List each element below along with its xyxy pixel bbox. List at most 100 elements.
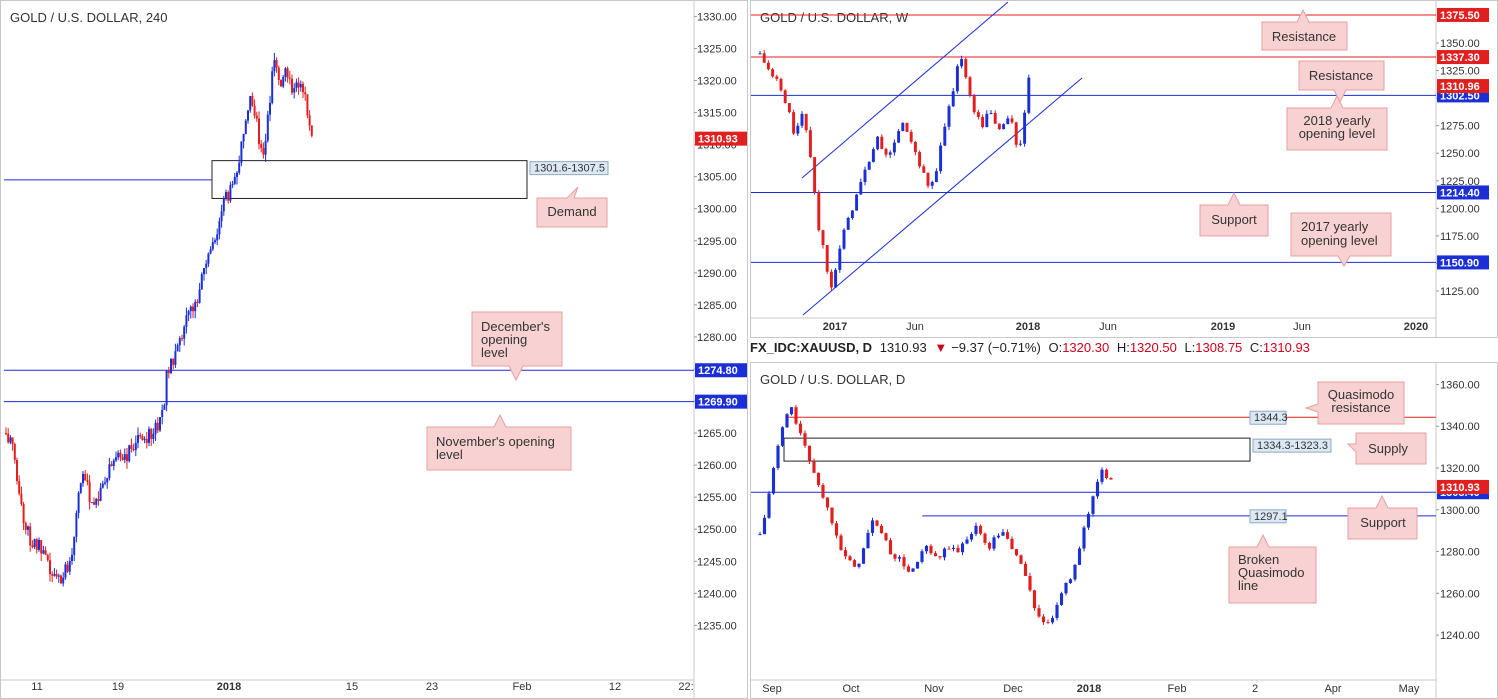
- h4-frame: [0, 0, 748, 699]
- candle-body: [1019, 555, 1023, 564]
- candle-body: [123, 454, 126, 460]
- candle-body: [843, 550, 848, 557]
- daily-y-ticks: 1240.00 1260.00 1280.00 1300.00 1320.00 1340.…: [1436, 379, 1480, 642]
- candle-body: [148, 429, 150, 443]
- candle-body: [159, 417, 161, 431]
- price-tag-box: [1437, 7, 1489, 22]
- weekly-chart[interactable]: GOLD / U.S. DOLLAR, W 1125.001150.001175…: [750, 0, 1498, 338]
- candle-body: [983, 533, 987, 543]
- candle-body: [260, 144, 263, 148]
- candle-body: [884, 533, 888, 541]
- resistance-top-text: Resistance: [1272, 29, 1336, 44]
- candle-body: [181, 338, 183, 340]
- zone-label-box: [529, 161, 609, 176]
- h4-chart[interactable]: GOLD / U.S. DOLLAR, 240 1235.00 1240.00 12…: [0, 0, 748, 699]
- x-tick-label: 2018: [1016, 321, 1040, 333]
- yearly-2018-line2: opening level: [1299, 126, 1376, 141]
- candle-body: [145, 438, 148, 443]
- candle-body: [156, 422, 159, 431]
- y-tick-label: 1280.00: [697, 332, 737, 344]
- yearly-2017-line2: opening level: [1301, 233, 1378, 248]
- candle-body: [1059, 593, 1064, 605]
- x-tick-label: 11: [31, 681, 42, 693]
- price-tag-text: 1310.93: [698, 134, 738, 146]
- candle-body: [75, 512, 78, 537]
- x-tick-label: Feb: [513, 681, 532, 693]
- candle-body: [304, 92, 307, 95]
- candle-body: [277, 67, 280, 81]
- candle-body: [205, 263, 208, 268]
- candle-body: [198, 289, 201, 303]
- candle-body: [5, 433, 7, 435]
- y-tick-label: 1315.00: [697, 108, 737, 120]
- candle-body: [288, 77, 291, 79]
- candle-body: [183, 326, 186, 339]
- daily-supply-zone: 1334.3-1323.3: [783, 437, 1332, 462]
- candle-body: [42, 550, 45, 554]
- x-tick-label: 2018: [1077, 683, 1101, 695]
- candle-body: [906, 566, 911, 572]
- candle-body: [152, 433, 155, 440]
- candle-body: [829, 271, 833, 288]
- candle-body: [121, 457, 124, 460]
- candle-body: [1005, 532, 1010, 539]
- candle-body: [902, 557, 906, 567]
- candle-body: [1082, 527, 1086, 549]
- candle-body: [244, 120, 247, 134]
- zone-label-text: 1334.3-1323.3: [1257, 440, 1328, 452]
- candle-body: [951, 547, 956, 550]
- yearly-2017-note: 2017 yearly opening level: [1290, 212, 1392, 267]
- candle-body: [31, 545, 34, 547]
- x-tick-label: 2: [1252, 683, 1258, 695]
- candle-body: [200, 274, 203, 290]
- qm-resistance-line2: resistance: [1331, 400, 1390, 415]
- y-tick-label: 1330.00: [697, 11, 737, 23]
- candle-body: [106, 478, 109, 483]
- candle-body: [808, 130, 812, 158]
- candle-body: [24, 523, 27, 530]
- candle-body: [915, 561, 920, 569]
- candle-body: [780, 427, 785, 446]
- candle-body: [176, 345, 179, 352]
- support-daily-text: Support: [1360, 515, 1406, 530]
- candle-body: [112, 460, 115, 466]
- candle-body: [1073, 564, 1077, 580]
- candle-body: [933, 553, 938, 557]
- candle-body: [789, 407, 794, 415]
- price-tag-box: [1437, 479, 1489, 494]
- y-tick-label: 1325.00: [697, 43, 737, 55]
- x-tick-label: Jun: [906, 321, 924, 333]
- candle-body: [170, 358, 172, 374]
- y-tick-label: 1200.00: [1440, 203, 1480, 215]
- daily-x-ticks: Sep Oct Nov Dec 2018 Feb 2 Apr May: [762, 683, 1420, 695]
- h4-x-ticks: 11 19 2018 15 23 Feb 12 22:: [31, 681, 693, 693]
- candle-body: [943, 126, 947, 146]
- candle-body: [1086, 513, 1091, 528]
- price-tag-box: [695, 394, 747, 409]
- support-weekly-note: Support: [1199, 191, 1269, 237]
- candle-body: [909, 131, 913, 142]
- candle-body: [956, 547, 960, 553]
- candle-body: [816, 472, 821, 486]
- candle-body: [779, 78, 783, 91]
- price-tag-text: 1310.96: [1440, 81, 1480, 93]
- price-tag-text: 1214.40: [1440, 187, 1480, 199]
- down-arrow-icon: ▼: [934, 340, 948, 355]
- candle-body: [218, 221, 221, 235]
- daily-chart[interactable]: GOLD / U.S. DOLLAR, D 1240.00 1260.00 1280…: [750, 362, 1498, 699]
- h4-candles: [5, 52, 313, 587]
- weekly-title: GOLD / U.S. DOLLAR, W: [760, 10, 909, 25]
- candle-body: [968, 77, 972, 96]
- candle-body: [194, 301, 197, 312]
- candle-body: [870, 520, 875, 533]
- h4-price-tags: 1274.80 1269.90 1310.93: [695, 131, 747, 409]
- y-tick-label: 1340.00: [1440, 421, 1480, 433]
- candle-body: [834, 523, 839, 536]
- x-tick-label: Jun: [1099, 321, 1117, 333]
- x-tick-label: Feb: [1168, 683, 1187, 695]
- candle-body: [978, 525, 983, 534]
- candle-body: [924, 545, 929, 552]
- symbol-label[interactable]: FX_IDC:XAUUSD, D: [750, 340, 873, 355]
- candle-body: [888, 152, 892, 155]
- broken-qm-line3: line: [1238, 578, 1258, 593]
